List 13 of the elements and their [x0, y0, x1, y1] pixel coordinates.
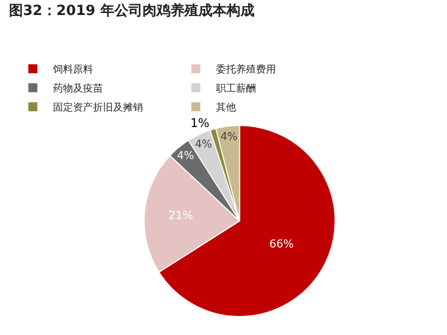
data-label: 4%	[220, 130, 238, 144]
legend-label: 委托养殖费用	[216, 64, 276, 76]
legend-label: 其他	[216, 102, 236, 114]
data-label: 66%	[269, 237, 294, 250]
data-label: 21%	[168, 208, 193, 222]
data-label: 4%	[177, 149, 194, 162]
legend-label: 药物及疫苗	[52, 82, 103, 95]
legend-label: 固定资产折旧及摊销	[52, 102, 143, 114]
data-label: 4%	[194, 138, 212, 151]
legend-label: 饲料原料	[52, 64, 93, 76]
legend-label: 职工薪酬	[216, 82, 256, 95]
data-label: 1%	[190, 116, 210, 130]
chart-title: 图32：2019 年公司肉鸡养殖成本构成	[8, 2, 254, 19]
